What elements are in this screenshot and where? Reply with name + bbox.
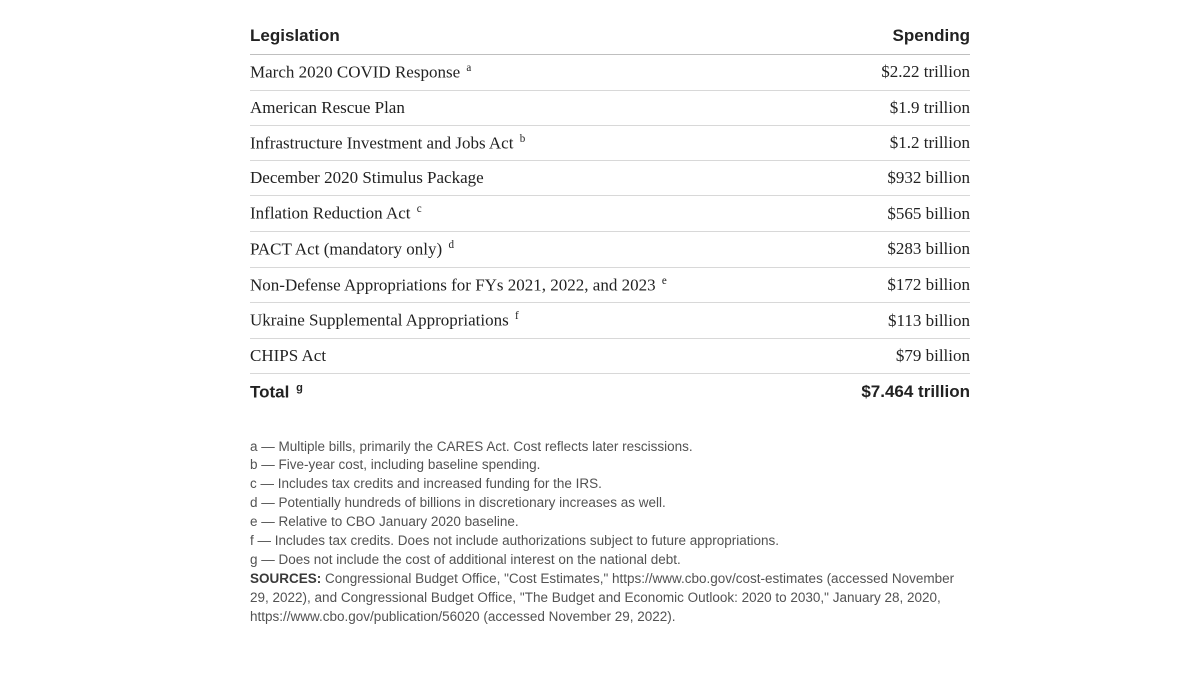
spending-cell: $172 billion (821, 267, 970, 303)
legislation-cell: Infrastructure Investment and Jobs Act b (250, 125, 821, 161)
footnote-line: d — Potentially hundreds of billions in … (250, 494, 970, 513)
legislation-name: March 2020 COVID Response (250, 63, 460, 82)
footnote-marker: b (518, 133, 526, 145)
legislation-cell: Non-Defense Appropriations for FYs 2021,… (250, 267, 821, 303)
footnote-line: f — Includes tax credits. Does not inclu… (250, 532, 970, 551)
spending-cell: $1.2 trillion (821, 125, 970, 161)
sources-text: Congressional Budget Office, "Cost Estim… (250, 571, 954, 624)
spending-cell: $283 billion (821, 231, 970, 267)
legislation-name: Non-Defense Appropriations for FYs 2021,… (250, 275, 656, 294)
spending-cell: $932 billion (821, 161, 970, 196)
table-header-row: Legislation Spending (250, 20, 970, 55)
table-row: Infrastructure Investment and Jobs Act b… (250, 125, 970, 161)
spending-cell: $1.9 trillion (821, 90, 970, 125)
total-row: Total g$7.464 trillion (250, 373, 970, 409)
spending-cell: $79 billion (821, 338, 970, 373)
footnote-line: b — Five-year cost, including baseline s… (250, 456, 970, 475)
legislation-cell: December 2020 Stimulus Package (250, 161, 821, 196)
footnotes-block: a — Multiple bills, primarily the CARES … (250, 438, 970, 627)
footnote-marker: c (415, 203, 422, 215)
table-row: PACT Act (mandatory only) d$283 billion (250, 231, 970, 267)
legislation-name: Ukraine Supplemental Appropriations (250, 311, 509, 330)
legislation-cell: CHIPS Act (250, 338, 821, 373)
legislation-name: Infrastructure Investment and Jobs Act (250, 133, 513, 152)
sources-line: SOURCES: Congressional Budget Office, "C… (250, 570, 970, 627)
table-row: Ukraine Supplemental Appropriations f$11… (250, 303, 970, 339)
spending-cell: $565 billion (821, 196, 970, 232)
footnote-line: g — Does not include the cost of additio… (250, 551, 970, 570)
legislation-name: December 2020 Stimulus Package (250, 168, 484, 187)
table-row: Non-Defense Appropriations for FYs 2021,… (250, 267, 970, 303)
sources-label: SOURCES: (250, 571, 321, 586)
table-row: March 2020 COVID Response a$2.22 trillio… (250, 55, 970, 91)
legislation-cell: March 2020 COVID Response a (250, 55, 821, 91)
table-row: American Rescue Plan $1.9 trillion (250, 90, 970, 125)
footnote-marker: e (660, 275, 667, 287)
legislation-name: PACT Act (mandatory only) (250, 240, 442, 259)
footnote-line: a — Multiple bills, primarily the CARES … (250, 438, 970, 457)
legislation-cell: PACT Act (mandatory only) d (250, 231, 821, 267)
table-row: December 2020 Stimulus Package $932 billi… (250, 161, 970, 196)
footnote-line: e — Relative to CBO January 2020 baselin… (250, 513, 970, 532)
table-row: Inflation Reduction Act c$565 billion (250, 196, 970, 232)
total-label: Total (250, 383, 289, 402)
footnote-marker: f (513, 310, 519, 322)
spending-cell: $113 billion (821, 303, 970, 339)
footnote-marker: g (294, 382, 303, 394)
col-legislation: Legislation (250, 20, 821, 55)
legislation-cell: Inflation Reduction Act c (250, 196, 821, 232)
legislation-name: American Rescue Plan (250, 98, 405, 117)
legislation-name: CHIPS Act (250, 346, 326, 365)
total-spending-cell: $7.464 trillion (821, 373, 970, 409)
total-label-cell: Total g (250, 373, 821, 409)
footnote-marker: a (464, 62, 471, 74)
legislation-cell: American Rescue Plan (250, 90, 821, 125)
table-body: March 2020 COVID Response a$2.22 trillio… (250, 55, 970, 410)
legislation-name: Inflation Reduction Act (250, 204, 411, 223)
spending-table: Legislation Spending March 2020 COVID Re… (250, 20, 970, 410)
spending-cell: $2.22 trillion (821, 55, 970, 91)
col-spending: Spending (821, 20, 970, 55)
spending-table-page: Legislation Spending March 2020 COVID Re… (0, 0, 1200, 637)
footnote-marker: d (446, 239, 454, 251)
legislation-cell: Ukraine Supplemental Appropriations f (250, 303, 821, 339)
table-row: CHIPS Act $79 billion (250, 338, 970, 373)
footnote-line: c — Includes tax credits and increased f… (250, 475, 970, 494)
